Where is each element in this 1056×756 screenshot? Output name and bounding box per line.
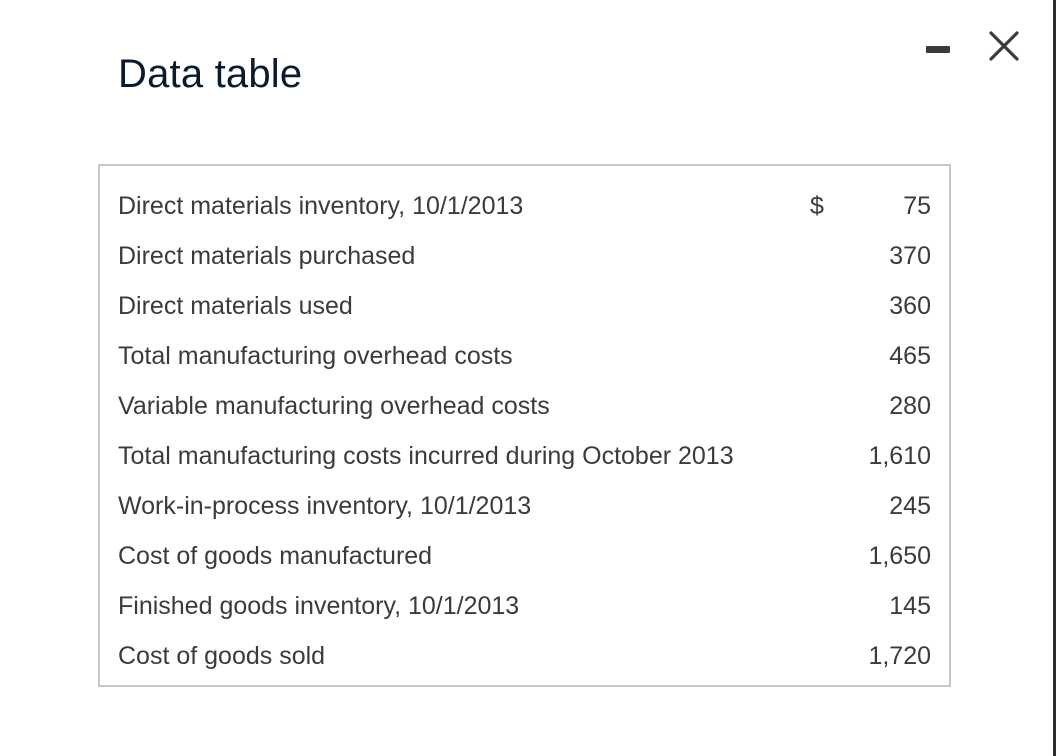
row-value: 360 [889, 292, 931, 320]
table-row: Finished goods inventory, 10/1/2013 145 [100, 582, 949, 632]
dialog-title: Data table [118, 52, 303, 96]
row-label: Cost of goods manufactured [118, 542, 433, 570]
minimize-button[interactable] [918, 28, 958, 68]
table-row: Cost of goods sold 1,720 [100, 632, 949, 682]
minimize-icon [926, 46, 950, 53]
row-value: 1,610 [868, 442, 931, 470]
row-value: 245 [889, 492, 931, 520]
table-row: Direct materials used 360 [100, 282, 949, 332]
row-label: Direct materials used [118, 292, 353, 320]
row-label: Total manufacturing overhead costs [118, 342, 513, 370]
close-button[interactable] [984, 26, 1024, 66]
table-row: Total manufacturing costs incurred durin… [100, 432, 949, 482]
row-value: 465 [889, 342, 931, 370]
row-value: 1,720 [868, 642, 931, 670]
data-table: Direct materials inventory, 10/1/2013 $ … [98, 164, 951, 687]
close-icon [989, 31, 1019, 61]
row-label: Cost of goods sold [118, 642, 326, 670]
table-row: Direct materials inventory, 10/1/2013 $ … [100, 182, 949, 232]
table-row: Variable manufacturing overhead costs 28… [100, 382, 949, 432]
table-row: Direct materials purchased 370 [100, 232, 949, 282]
row-label: Finished goods inventory, 10/1/2013 [118, 592, 520, 620]
row-label: Direct materials inventory, 10/1/2013 [118, 192, 524, 220]
row-label: Variable manufacturing overhead costs [118, 392, 550, 420]
table-row: Work-in-process inventory, 10/1/2013 245 [100, 482, 949, 532]
row-value: 145 [889, 592, 931, 620]
row-label: Direct materials purchased [118, 242, 416, 270]
row-value: 75 [903, 192, 931, 220]
table-row: Total manufacturing overhead costs 465 [100, 332, 949, 382]
currency-symbol: $ [810, 192, 824, 220]
row-value: 370 [889, 242, 931, 270]
row-label: Total manufacturing costs incurred durin… [118, 442, 734, 470]
row-value: 1,650 [868, 542, 931, 570]
row-value: 280 [889, 392, 931, 420]
table-row: Cost of goods manufactured 1,650 [100, 532, 949, 582]
row-label: Work-in-process inventory, 10/1/2013 [118, 492, 532, 520]
